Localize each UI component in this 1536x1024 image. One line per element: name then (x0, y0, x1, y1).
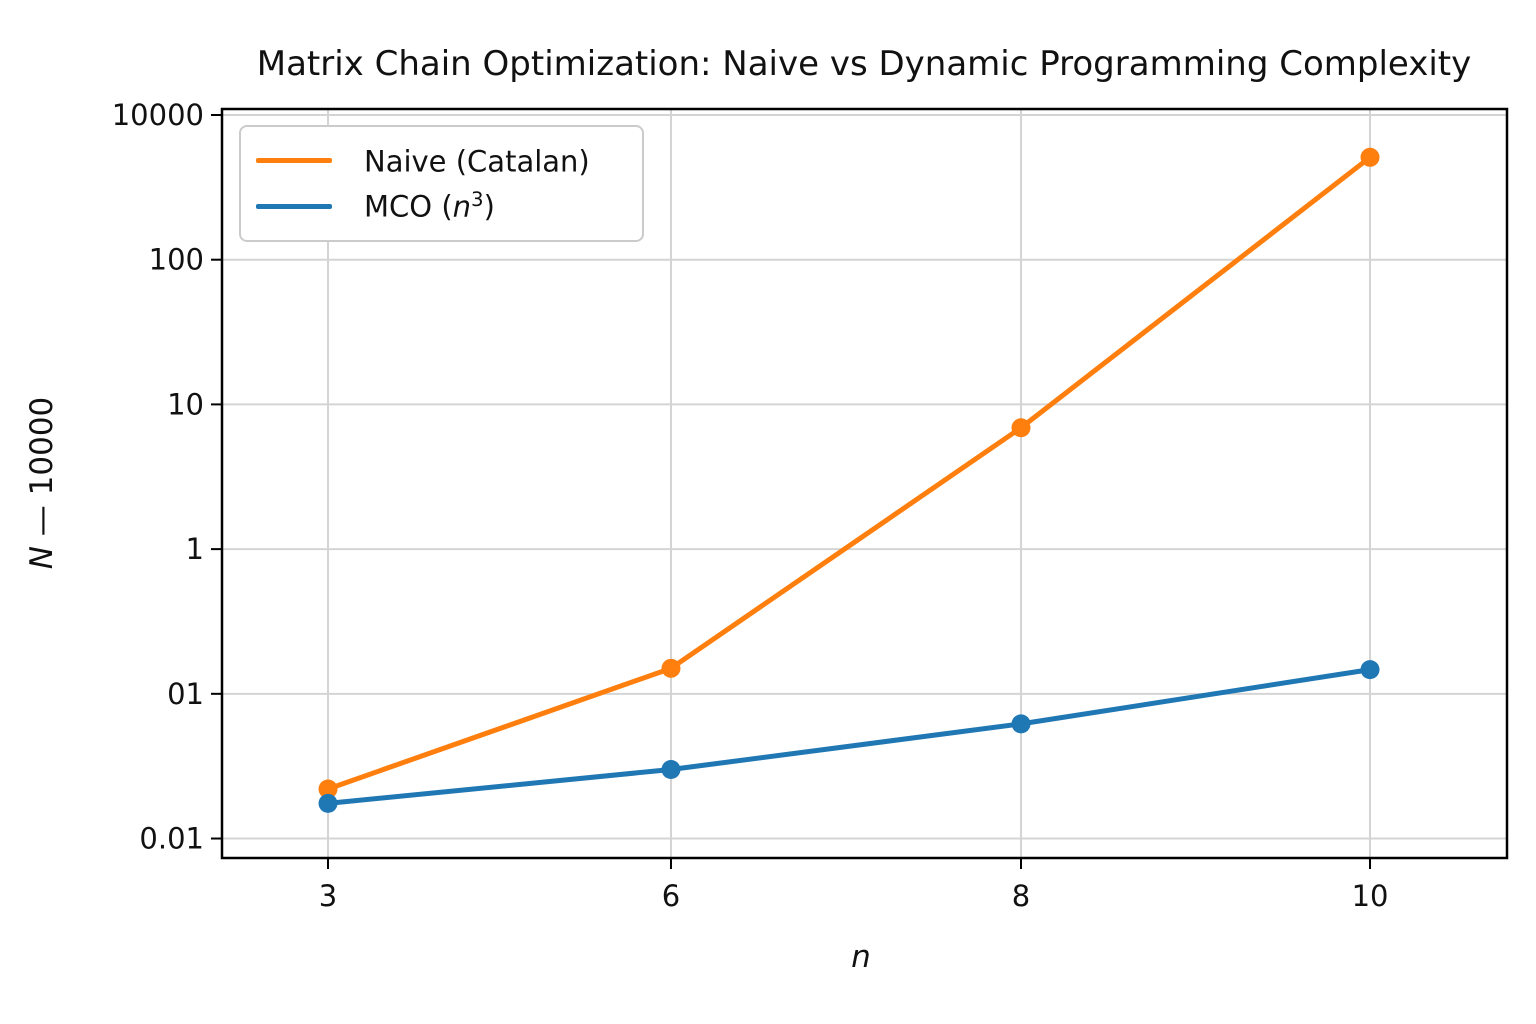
legend-line-swatch-naive (256, 158, 332, 164)
data-point-1-0 (318, 793, 338, 813)
x-tick-label: 8 (1012, 879, 1030, 913)
legend-label-mco: MCO (n3) (364, 188, 495, 225)
y-tick-label: 1 (186, 532, 204, 566)
legend: Naive (Catalan) MCO (n3) (239, 125, 644, 242)
y-tick-label: 10000 (112, 98, 204, 132)
x-tick-label: 10 (1352, 879, 1389, 913)
y-tick-label: 01 (167, 677, 204, 711)
chart-title: Matrix Chain Optimization: Naive vs Dyna… (256, 44, 1472, 84)
legend-item-naive: Naive (Catalan) (241, 143, 642, 179)
x-tick-label: 3 (319, 879, 337, 913)
data-point-0-1 (661, 658, 681, 678)
legend-line-swatch-mco (256, 203, 332, 209)
y-tick-label: 100 (149, 243, 204, 277)
data-point-0-0 (318, 779, 338, 799)
data-point-0-2 (1011, 418, 1031, 438)
x-tick-label: 6 (662, 879, 680, 913)
y-axis-label-var: N (24, 546, 60, 570)
data-point-1-1 (661, 759, 681, 779)
y-tick-label: 10 (167, 387, 204, 421)
x-axis-label: n (851, 939, 871, 975)
series-line-1 (325, 667, 1373, 806)
axes-box (220, 107, 1509, 860)
series-line-0 (325, 154, 1373, 792)
y-axis-label-rest: — 10000 (24, 396, 60, 547)
data-point-1-3 (1360, 660, 1380, 680)
y-tick-label: 0.01 (139, 822, 204, 856)
data-point-0-3 (1360, 147, 1380, 167)
y-axis-label: N — 10000 (24, 397, 60, 570)
data-point-1-2 (1011, 714, 1031, 734)
legend-label-naive: Naive (Catalan) (364, 144, 590, 179)
legend-item-mco: MCO (n3) (241, 188, 642, 224)
